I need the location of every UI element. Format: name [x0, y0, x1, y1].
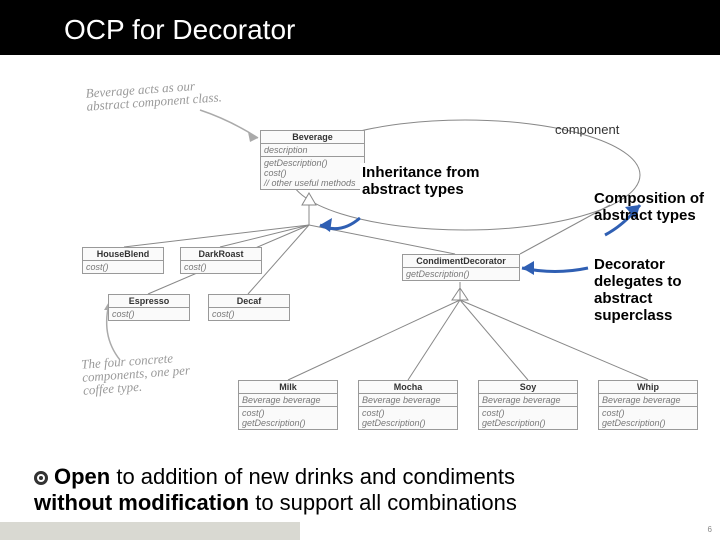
uml-soy-name: Soy: [479, 381, 577, 394]
uml-beverage: Beverage description getDescription() co…: [260, 130, 365, 190]
page-title: OCP for Decorator: [64, 14, 295, 46]
uml-condiment-ops: getDescription(): [403, 268, 519, 280]
uml-whip-ops: cost() getDescription(): [599, 407, 697, 429]
page-number: 6: [708, 525, 712, 534]
uml-decaf-ops: cost(): [209, 308, 289, 320]
footer-bullet: Open to addition of new drinks and condi…: [34, 464, 700, 516]
uml-darkroast-name: DarkRoast: [181, 248, 261, 261]
uml-houseblend-name: HouseBlend: [83, 248, 163, 261]
footer-mid2: to support all combinations: [249, 490, 517, 515]
uml-condiment-name: CondimentDecorator: [403, 255, 519, 268]
uml-mocha: Mocha Beverage beverage cost() getDescri…: [358, 380, 458, 430]
handwriting-bottom: The four concrete components, one per co…: [81, 350, 191, 396]
uml-mocha-name: Mocha: [359, 381, 457, 394]
uml-whip-attr: Beverage beverage: [599, 394, 697, 407]
uml-milk: Milk Beverage beverage cost() getDescrip…: [238, 380, 338, 430]
uml-condiment-decorator: CondimentDecorator getDescription(): [402, 254, 520, 281]
uml-darkroast: DarkRoast cost(): [180, 247, 262, 274]
uml-beverage-attrs: description: [261, 144, 364, 157]
bullet-icon: [34, 471, 48, 485]
uml-soy-attr: Beverage beverage: [479, 394, 577, 407]
component-word: component: [555, 122, 619, 137]
uml-milk-attr: Beverage beverage: [239, 394, 337, 407]
footer-without: without modification: [34, 490, 249, 515]
label-composition: Composition of abstract types: [594, 190, 704, 224]
uml-beverage-name: Beverage: [261, 131, 364, 144]
uml-espresso-ops: cost(): [109, 308, 189, 320]
uml-whip-name: Whip: [599, 381, 697, 394]
uml-houseblend: HouseBlend cost(): [82, 247, 164, 274]
slide: OCP for Decorator: [0, 0, 720, 540]
uml-mocha-ops: cost() getDescription(): [359, 407, 457, 429]
uml-soy: Soy Beverage beverage cost() getDescript…: [478, 380, 578, 430]
footer-open: Open: [54, 464, 110, 489]
uml-houseblend-ops: cost(): [83, 261, 163, 273]
uml-soy-ops: cost() getDescription(): [479, 407, 577, 429]
uml-mocha-attr: Beverage beverage: [359, 394, 457, 407]
label-inheritance: Inheritance from abstract types: [360, 163, 482, 199]
uml-darkroast-ops: cost(): [181, 261, 261, 273]
uml-espresso: Espresso cost(): [108, 294, 190, 321]
uml-milk-ops: cost() getDescription(): [239, 407, 337, 429]
uml-decaf: Decaf cost(): [208, 294, 290, 321]
uml-espresso-name: Espresso: [109, 295, 189, 308]
footer-mid1: to addition of new drinks and condiments: [110, 464, 515, 489]
uml-milk-name: Milk: [239, 381, 337, 394]
uml-decaf-name: Decaf: [209, 295, 289, 308]
label-delegates: Decorator delegates to abstract supercla…: [594, 256, 682, 324]
uml-beverage-ops: getDescription() cost() // other useful …: [261, 157, 364, 189]
handwriting-top: Beverage acts as our abstract component …: [85, 77, 222, 112]
uml-whip: Whip Beverage beverage cost() getDescrip…: [598, 380, 698, 430]
footer-bar: [0, 522, 300, 540]
